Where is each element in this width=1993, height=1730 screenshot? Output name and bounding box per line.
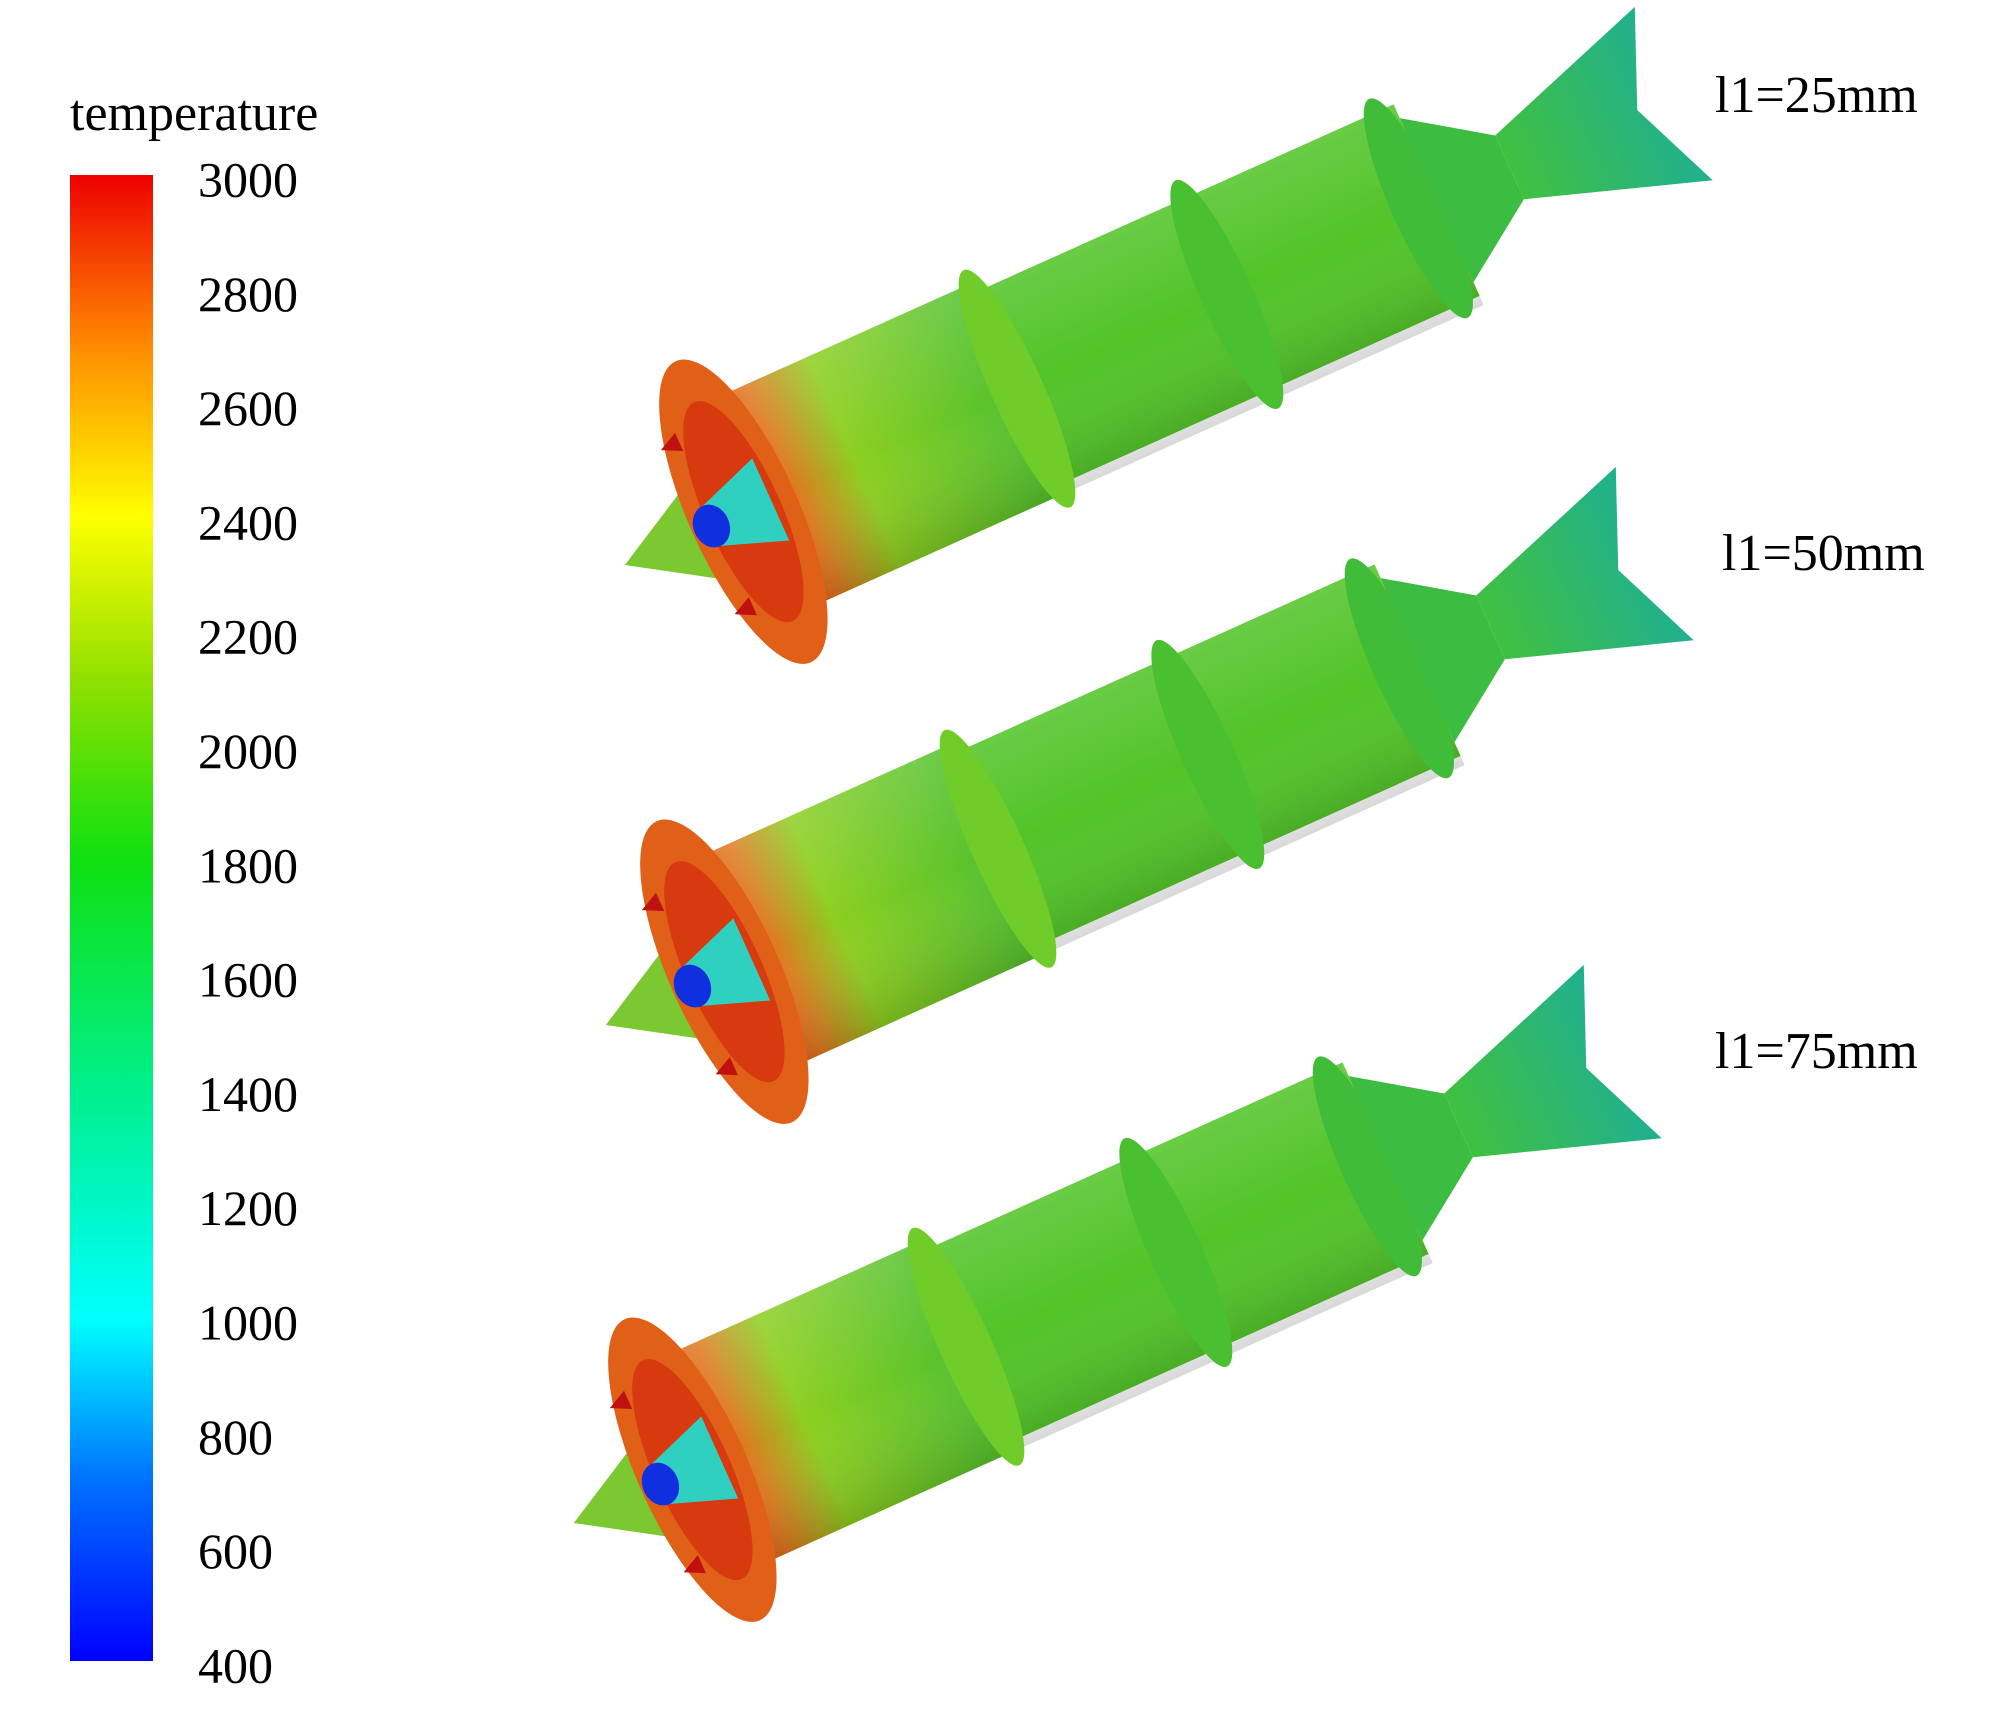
colorbar-tick-label: 800 — [198, 1409, 273, 1465]
colorbar-tick-label: 1200 — [198, 1180, 298, 1236]
case-label: l1=75mm — [1715, 1023, 1918, 1080]
colorbar-tick-label: 600 — [198, 1523, 273, 1579]
colorbar-tick-label: 2200 — [198, 609, 298, 665]
case-label: l1=50mm — [1722, 525, 1925, 582]
colorbar-tick-label: 2000 — [198, 723, 298, 779]
colorbar — [70, 175, 153, 1661]
colorbar-tick-label: 2800 — [198, 266, 298, 322]
colorbar-title: temperature — [70, 85, 318, 142]
colorbar-tick-label: 2400 — [198, 494, 298, 550]
colorbar-tick-label: 1800 — [198, 837, 298, 893]
case-label: l1=25mm — [1715, 67, 1918, 124]
colorbar-tick-label: 2600 — [198, 380, 298, 436]
colorbar-tick-label: 400 — [198, 1637, 273, 1693]
colorbar-tick-label: 1400 — [198, 1066, 298, 1122]
colorbar-tick-label: 1000 — [198, 1295, 298, 1351]
colorbar-tick-label: 3000 — [198, 151, 298, 207]
colorbar-tick-label: 1600 — [198, 952, 298, 1008]
